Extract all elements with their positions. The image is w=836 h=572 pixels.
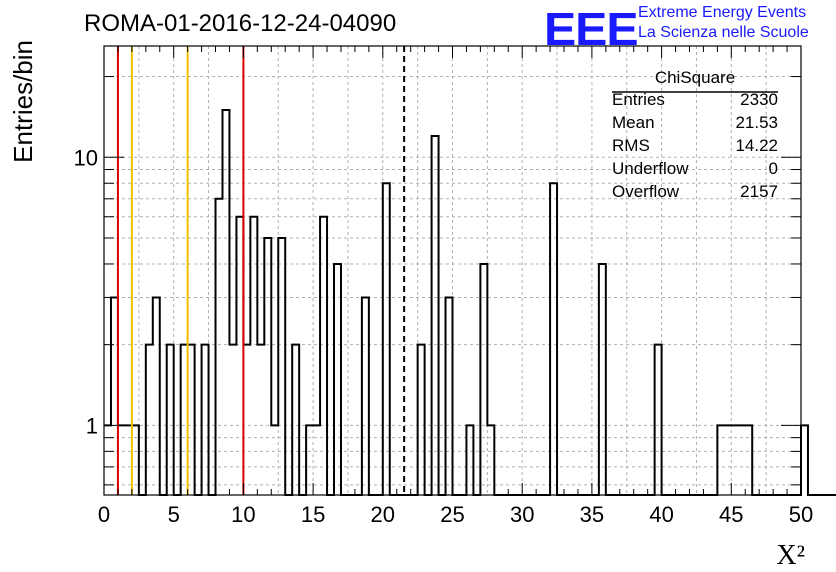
stats-row: Mean 21.53 (612, 111, 778, 134)
x-tick-label: 35 (580, 502, 604, 527)
stats-label: Overflow (612, 182, 680, 201)
histogram-series-line (104, 109, 836, 496)
logo-subtitle-1: Extreme Energy Events (638, 4, 807, 21)
stats-row: RMS 14.22 (612, 134, 778, 157)
x-tick-label: 50 (789, 502, 813, 527)
stats-row: Entries 2330 (612, 88, 778, 111)
logo-subtitle-2: La Scienza nelle Scuole (638, 24, 809, 41)
x-tick-label: 25 (440, 502, 464, 527)
stats-value: 14.22 (735, 136, 778, 155)
y-tick-label: 1 (86, 413, 98, 438)
stats-rows: Entries 2330 Mean 21.53 RMS 14.22 Underflow 0 Ov… (612, 88, 778, 203)
stats-row: Overflow 2157 (612, 180, 778, 203)
y-axis-label: Entries/bin (8, 40, 38, 163)
x-tick-label: 20 (371, 502, 395, 527)
stats-box: ChiSquare Entries 2330 Mean 21.53 RMS 14.22 Un… (612, 68, 778, 203)
x-tick-label: 40 (649, 502, 673, 527)
chart-title: ROMA-01-2016-12-24-04090 (84, 10, 397, 37)
x-axis-label: X² (776, 540, 805, 571)
x-tick-label: 10 (231, 502, 255, 527)
stats-label: Mean (612, 113, 655, 132)
stats-value: 2330 (740, 90, 778, 109)
stats-value: 2157 (740, 182, 778, 201)
stats-label: RMS (612, 136, 650, 155)
stats-row: Underflow 0 (612, 157, 778, 180)
x-tick-label: 30 (510, 502, 534, 527)
x-tick-label: 0 (98, 502, 110, 527)
stats-label: Entries (612, 90, 665, 109)
y-tick-label: 10 (74, 145, 98, 170)
x-tick-label: 45 (719, 502, 743, 527)
stats-value: 0 (768, 159, 778, 178)
stats-label: Underflow (612, 159, 689, 178)
stats-name: ChiSquare (654, 68, 736, 87)
stats-value: 21.53 (735, 113, 778, 132)
x-tick-label: 15 (301, 502, 325, 527)
x-tick-label: 5 (168, 502, 180, 527)
